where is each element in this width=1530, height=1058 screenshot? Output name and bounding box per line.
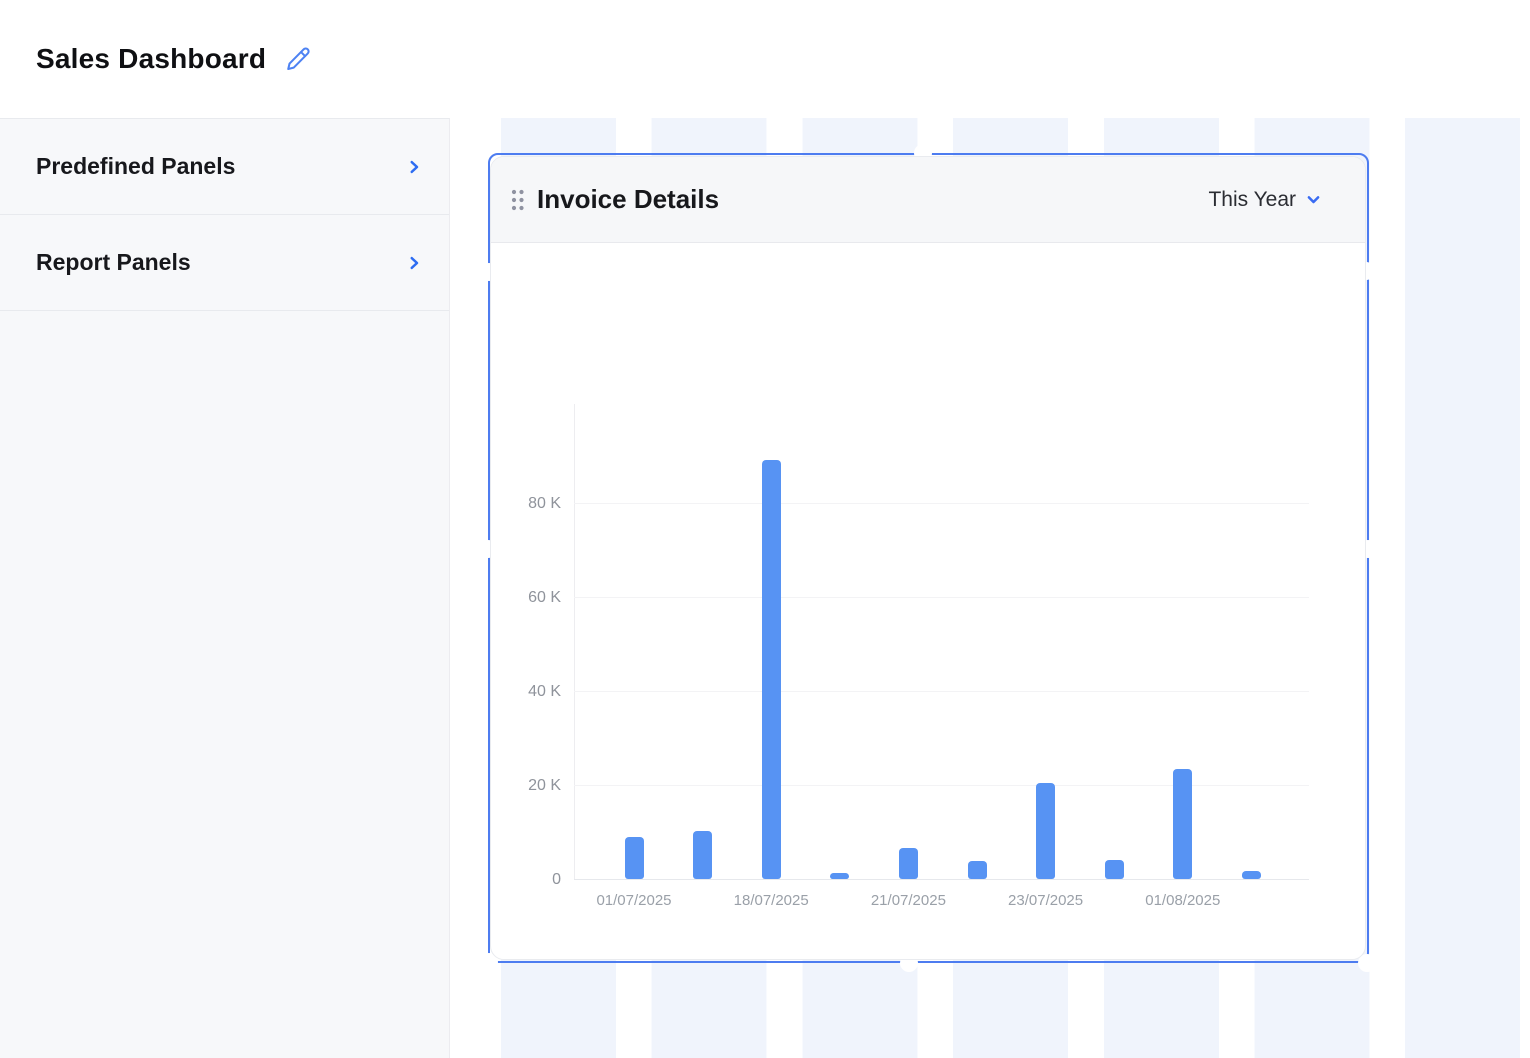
sidebar-item-label: Predefined Panels (36, 153, 236, 179)
bar[interactable] (761, 460, 781, 879)
gridline (574, 503, 1309, 504)
gridline (574, 785, 1309, 786)
panel-title: Invoice Details (537, 184, 720, 214)
panel-body: 0 20 K 40 K 60 K 80 K 01/07/2025 18/07/2025 21/… (491, 243, 1365, 959)
selection-handle[interactable] (1358, 954, 1376, 972)
dashboard-canvas: Invoice Details This Year 0 20 K 40 K 60 K 8… (450, 118, 1530, 1058)
period-value: This Year (1208, 187, 1296, 211)
sidebar-item-predefined-panels[interactable]: Predefined Panels (0, 119, 449, 215)
x-tick-label: 18/07/2025 (733, 892, 809, 909)
edit-dashboard-button[interactable] (284, 45, 312, 73)
bar[interactable] (898, 848, 918, 879)
bar[interactable] (1104, 860, 1124, 879)
bar[interactable] (830, 873, 850, 879)
pencil-icon (285, 46, 311, 72)
bar-chart: 0 20 K 40 K 60 K 80 K 01/07/2025 18/07/2025 21/… (528, 404, 1309, 909)
panel-header: Invoice Details This Year (491, 157, 1365, 243)
selection-handle[interactable] (480, 953, 498, 971)
y-tick-label: 40 K (528, 683, 561, 700)
bar[interactable] (1036, 783, 1056, 879)
y-axis-line (574, 404, 575, 880)
invoice-details-panel: Invoice Details This Year 0 20 K 40 K 60 K 8… (490, 156, 1366, 960)
chevron-down-icon (1305, 191, 1322, 208)
bar[interactable] (1173, 769, 1193, 879)
y-tick-label: 0 (552, 871, 561, 888)
bar[interactable] (1241, 871, 1261, 879)
x-tick-label: 01/08/2025 (1145, 892, 1221, 909)
chevron-right-icon (405, 254, 423, 272)
chevron-right-icon (405, 158, 423, 176)
bar[interactable] (967, 861, 987, 879)
gridline (574, 597, 1309, 598)
page-title: Sales Dashboard (36, 43, 267, 74)
period-dropdown[interactable]: This Year (1208, 188, 1322, 212)
y-tick-label: 80 K (528, 495, 561, 512)
x-tick-label: 01/07/2025 (596, 892, 672, 909)
gridline (574, 691, 1309, 692)
drag-handle-icon[interactable] (510, 187, 526, 213)
bar[interactable] (624, 837, 644, 879)
sidebar-item-label: Report Panels (36, 249, 191, 275)
y-tick-label: 60 K (528, 589, 561, 606)
x-axis-baseline (574, 879, 1309, 880)
y-tick-label: 20 K (528, 777, 561, 794)
sidebar: Predefined Panels Report Panels (0, 118, 450, 1058)
sidebar-item-report-panels[interactable]: Report Panels (0, 215, 449, 311)
x-tick-label: 23/07/2025 (1008, 892, 1084, 909)
x-tick-label: 21/07/2025 (870, 892, 946, 909)
bar[interactable] (693, 831, 713, 879)
page-header: Sales Dashboard (0, 0, 1530, 118)
